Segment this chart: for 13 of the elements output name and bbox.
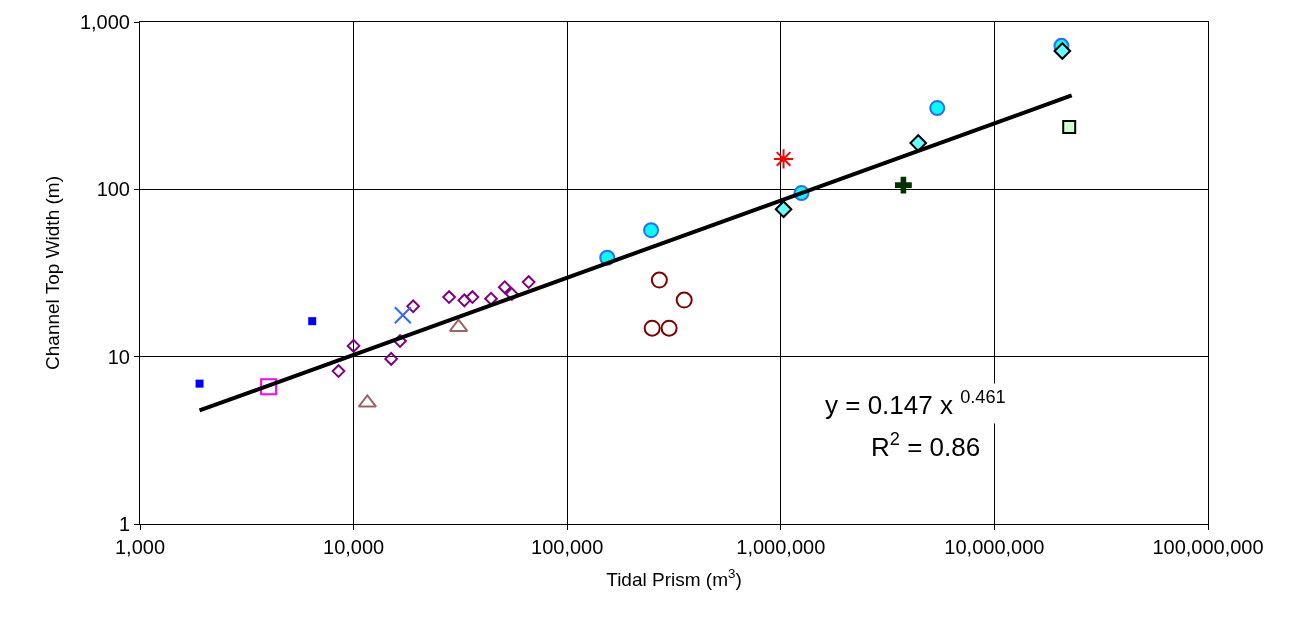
x-tick-label: 100,000 <box>531 536 604 558</box>
y-tick-label: 1 <box>118 513 130 535</box>
x-tick-label: 10,000 <box>323 536 385 558</box>
x-tick-label: 10,000,000 <box>944 536 1045 558</box>
y-tick-label: 10 <box>107 345 130 368</box>
x-tick-label: 100,000,000 <box>1152 536 1264 558</box>
y-axis-title: Channel Top Width (m) <box>41 176 63 370</box>
y-tick-label: 100 <box>96 178 130 201</box>
x-axis-title: Tidal Prism (m$^{3}$) <box>606 565 742 590</box>
annotation: y = 0.147 x $^{0.461}$ <box>825 387 1006 420</box>
y-tick-label: 1,000 <box>79 11 130 33</box>
x-tick-label: 1,000,000 <box>736 536 826 558</box>
annotation: R$^{2}$ = 0.86 <box>871 429 981 462</box>
